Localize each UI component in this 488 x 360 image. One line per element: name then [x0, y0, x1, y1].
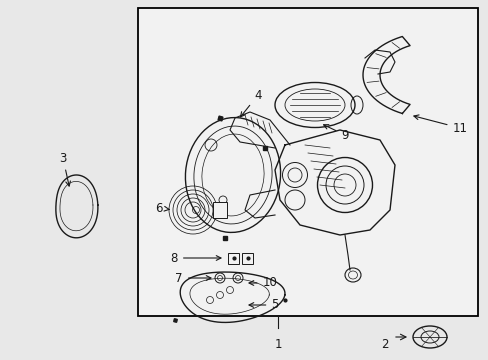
Text: 5: 5 [248, 298, 278, 311]
Text: 7: 7 [175, 271, 210, 284]
Bar [242, 253, 252, 264]
Text: 11: 11 [413, 115, 467, 135]
Text: 4: 4 [240, 89, 261, 117]
Bar [138, 8, 477, 316]
Bar [213, 202, 226, 218]
Text: 1: 1 [274, 338, 281, 351]
Text: 9: 9 [323, 125, 348, 141]
Bar [227, 253, 239, 264]
Ellipse shape [184, 202, 201, 218]
Text: 2: 2 [381, 338, 388, 351]
Text: 8: 8 [170, 252, 221, 265]
Text: 6: 6 [155, 202, 169, 215]
Text: 3: 3 [59, 152, 70, 186]
Text: 10: 10 [248, 276, 277, 289]
